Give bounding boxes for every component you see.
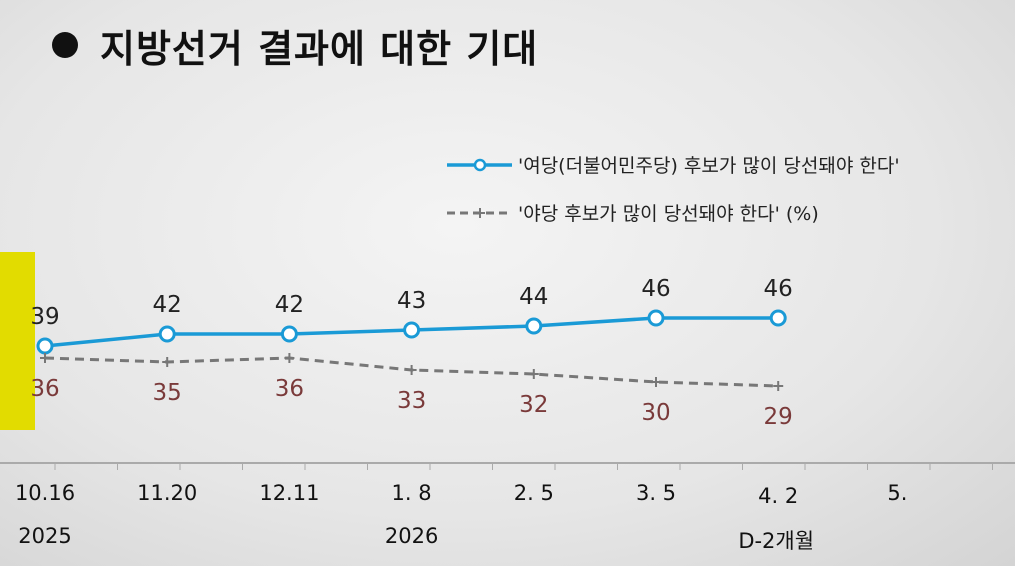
data-label: 39 [30,304,59,330]
data-point [769,309,787,327]
data-label: 35 [153,380,182,406]
x-year-label: D-2개월 [738,529,814,553]
data-label: 42 [275,292,304,318]
x-tick-label: 11.20 [137,481,197,505]
legend-label: '여당(더불어민주당) 후보가 많이 당선돼야 한다' [518,155,900,177]
data-point [158,325,176,343]
data-point [40,353,50,363]
data-point [36,337,54,355]
data-point [647,309,665,327]
data-point [162,357,173,367]
x-tick-label: 5. [887,481,907,505]
data-label: 32 [519,392,548,418]
data-point [280,325,298,343]
legend-marker [473,158,487,172]
highlight-bar [0,252,35,430]
data-point [403,321,421,339]
data-label: 33 [397,388,426,414]
title-text: 지방선거 결과에 대한 기대 [100,27,539,71]
data-label: 30 [641,400,670,426]
data-point [773,381,784,391]
data-point [525,317,543,335]
legend-label: '야당 후보가 많이 당선돼야 한다' (%) [518,203,819,225]
data-point [651,377,661,387]
data-label: 42 [153,292,182,318]
x-tick-label: 12.11 [259,481,319,505]
data-point [284,353,295,363]
x-tick-label: 4. 2 [758,484,798,508]
data-label: 44 [519,284,548,310]
legend-marker [475,208,485,218]
x-tick-label: 3. 5 [636,481,676,505]
x-year-label: 2026 [385,524,438,548]
data-label: 36 [275,376,304,402]
data-label: 46 [764,276,793,302]
bullet-icon [52,32,78,58]
data-label: 29 [764,404,793,430]
data-label: 46 [641,276,670,302]
data-label: 36 [30,376,59,402]
x-tick-label: 2. 5 [514,481,554,505]
x-tick-label: 1. 8 [392,481,432,505]
x-year-label: 2025 [18,524,71,548]
data-point [528,369,539,379]
page-title: 지방선거 결과에 대한 기대 [52,18,538,73]
data-point [406,365,417,375]
x-tick-label: 10.16 [15,481,75,505]
data-label: 43 [397,288,426,314]
